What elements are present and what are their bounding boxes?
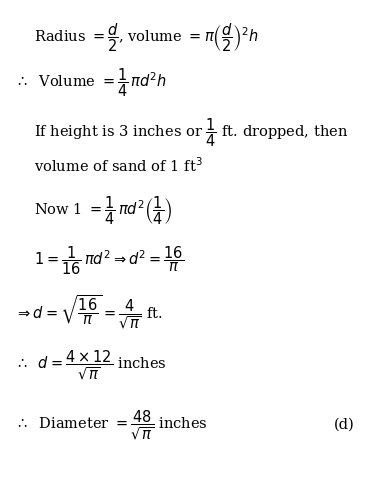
Text: $\Rightarrow d = \sqrt{\dfrac{16}{\pi}} = \dfrac{4}{\sqrt{\pi}}$ ft.: $\Rightarrow d = \sqrt{\dfrac{16}{\pi}} … — [15, 293, 163, 331]
Text: $\therefore\;$ Diameter $= \dfrac{48}{\sqrt{\pi}}$ inches: $\therefore\;$ Diameter $= \dfrac{48}{\s… — [15, 408, 208, 442]
Text: Radius $= \dfrac{d}{2}$, volume $= \pi\left(\dfrac{d}{2}\right)^{2} h$: Radius $= \dfrac{d}{2}$, volume $= \pi\l… — [34, 21, 259, 54]
Text: $\therefore\;\; d = \dfrac{4 \times 12}{\sqrt{\pi}}$ inches: $\therefore\;\; d = \dfrac{4 \times 12}{… — [15, 348, 167, 382]
Text: Now 1 $= \dfrac{1}{4}\,\pi d^2\left(\dfrac{1}{4}\right)$: Now 1 $= \dfrac{1}{4}\,\pi d^2\left(\dfr… — [34, 195, 173, 228]
Text: If height is 3 inches or $\dfrac{1}{4}$ ft. dropped, then: If height is 3 inches or $\dfrac{1}{4}$ … — [34, 116, 348, 149]
Text: volume of sand of 1 ft$^3$: volume of sand of 1 ft$^3$ — [34, 156, 203, 175]
Text: $1 = \dfrac{1}{16}\,\pi d^2 \Rightarrow d^2 = \dfrac{16}{\pi}$: $1 = \dfrac{1}{16}\,\pi d^2 \Rightarrow … — [34, 244, 184, 277]
Text: $\therefore\;$ Volume $= \dfrac{1}{4}\,\pi d^2 h$: $\therefore\;$ Volume $= \dfrac{1}{4}\,\… — [15, 66, 167, 99]
Text: (d): (d) — [334, 418, 354, 432]
